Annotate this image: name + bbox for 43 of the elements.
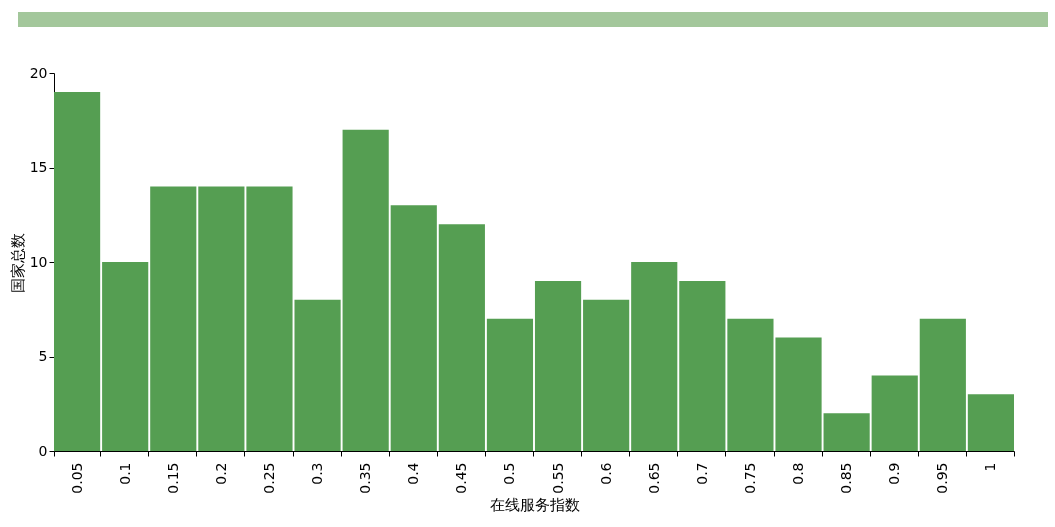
bar <box>534 280 582 451</box>
bar <box>102 262 149 451</box>
bar <box>150 186 197 451</box>
x-tick-label: 0.4 <box>405 462 422 485</box>
bar <box>198 186 245 451</box>
x-tick-label: 0.2 <box>212 462 229 485</box>
bar <box>871 375 918 451</box>
x-tick-label: 0.3 <box>309 462 326 485</box>
x-tick-label: 0.6 <box>597 462 614 485</box>
x-tick-label: 0.55 <box>549 462 566 494</box>
bar <box>679 280 726 451</box>
bar <box>823 413 870 451</box>
x-tick-label: 0.8 <box>790 462 807 485</box>
bar <box>54 91 101 451</box>
y-tick-label: 10 <box>29 253 48 270</box>
x-tick-label: 1 <box>982 462 999 472</box>
x-tick-label: 0.35 <box>357 462 374 494</box>
x-tick-label: 0.95 <box>934 462 951 494</box>
bar <box>342 129 389 451</box>
x-tick-label: 0.05 <box>68 462 85 494</box>
x-axis-title: 在线服务指数 <box>489 495 580 514</box>
x-tick-label: 0.85 <box>838 462 855 494</box>
y-tick-label: 0 <box>38 442 48 459</box>
bar <box>390 205 437 451</box>
bar <box>486 318 534 451</box>
bar <box>438 224 485 451</box>
x-tick-label: 0.7 <box>693 462 710 485</box>
x-tick-label: 0.9 <box>886 462 903 485</box>
x-tick-label: 0.5 <box>501 462 518 485</box>
y-tick-label: 5 <box>38 348 48 364</box>
x-tick-label: 0.75 <box>741 462 758 494</box>
x-tick-label: 0.45 <box>453 462 470 494</box>
x-tick-label: 0.15 <box>164 462 181 494</box>
bar <box>967 394 1014 451</box>
y-axis-title: 国家总数 <box>8 232 27 293</box>
x-tick-label: 0.25 <box>260 462 277 494</box>
x-tick-label: 0.1 <box>116 462 133 485</box>
y-tick-label: 15 <box>29 159 48 175</box>
x-tick-label: 0.65 <box>645 462 662 494</box>
bar <box>919 318 966 451</box>
bar <box>583 299 630 451</box>
y-tick-label: 20 <box>29 64 48 81</box>
bar <box>631 262 678 451</box>
